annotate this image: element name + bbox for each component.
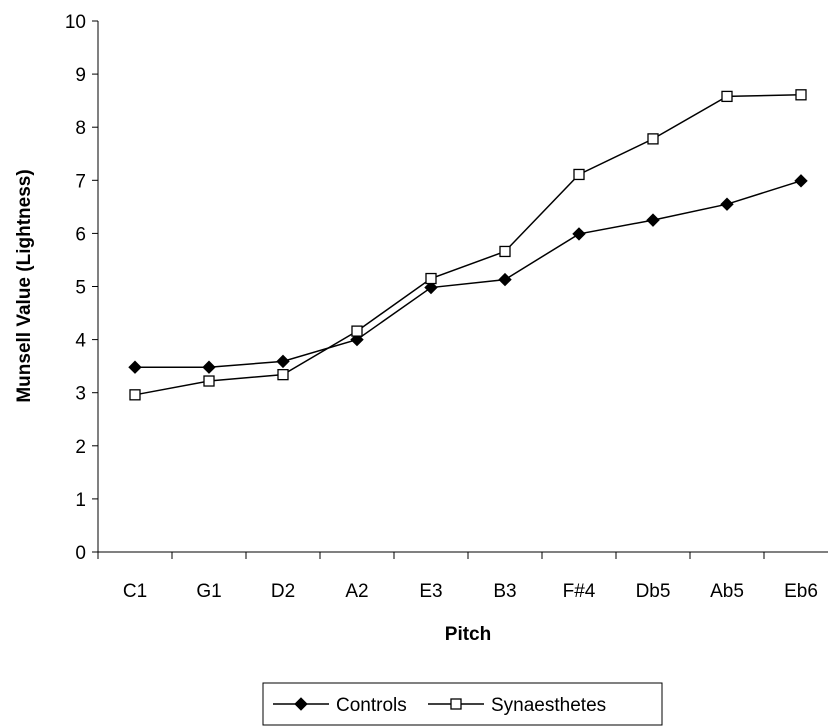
series-line-synaesthetes [134, 94, 802, 396]
x-tick-label: G1 [196, 581, 221, 602]
x-tick-label: Eb6 [784, 581, 818, 602]
x-tick-label: C1 [123, 581, 147, 602]
data-point-controls [720, 197, 734, 211]
y-tick-label: 4 [75, 331, 86, 352]
data-point-controls [498, 272, 512, 287]
legend-marker-synaesthetes [450, 698, 462, 710]
data-point-synaesthetes [129, 389, 141, 401]
data-point-synaesthetes [721, 90, 733, 103]
y-tick-label: 8 [75, 118, 86, 139]
data-point-synaesthetes [573, 168, 585, 181]
data-point-synaesthetes [277, 368, 289, 381]
data-point-controls [202, 360, 216, 374]
y-tick-label: 5 [75, 278, 86, 299]
x-tick-label: B3 [493, 581, 516, 602]
y-tick-label: 6 [75, 224, 86, 245]
y-axis-title: Munsell Value (Lightness) [14, 169, 35, 402]
y-tick-label: 7 [75, 171, 86, 192]
y-tick-label: 3 [75, 384, 86, 405]
x-axis: C1 G1 D2 A2 E3 B3 F#4 Db5 Ab5 Eb6 [97, 551, 828, 602]
data-point-synaesthetes [499, 245, 511, 258]
data-point-controls [572, 227, 586, 241]
legend: Controls Synaesthetes [262, 682, 663, 726]
x-tick-label: A2 [345, 581, 368, 602]
y-axis: 0 1 2 3 4 5 6 7 8 9 10 [65, 12, 99, 564]
series-line-controls [135, 180, 802, 368]
y-tick-label: 1 [75, 490, 86, 511]
data-point-synaesthetes [647, 133, 659, 145]
data-point-controls [276, 354, 290, 369]
x-axis-title: Pitch [445, 624, 491, 645]
data-point-synaesthetes [795, 89, 807, 101]
y-tick-label: 0 [75, 543, 86, 564]
data-point-synaesthetes [203, 375, 215, 387]
y-tick-label: 2 [75, 437, 86, 458]
data-point-synaesthetes [351, 325, 363, 337]
y-tick-label: 9 [75, 65, 86, 86]
data-point-controls [424, 280, 438, 295]
x-tick-label: Ab5 [710, 581, 744, 602]
data-point-controls [128, 360, 142, 374]
x-tick-label: Db5 [636, 581, 671, 602]
legend-label: Synaesthetes [491, 695, 606, 716]
x-tick-label: D2 [271, 581, 295, 602]
data-point-synaesthetes [425, 272, 437, 285]
x-tick-label: F#4 [563, 581, 596, 602]
data-point-controls [646, 213, 660, 227]
x-tick-label: E3 [419, 581, 442, 602]
legend-label: Controls [336, 695, 407, 716]
y-tick-label: 10 [65, 12, 86, 33]
legend-items: Controls Synaesthetes [273, 695, 606, 716]
legend-marker-controls [294, 697, 308, 711]
data-point-controls [794, 174, 808, 188]
series-layer [128, 89, 808, 401]
